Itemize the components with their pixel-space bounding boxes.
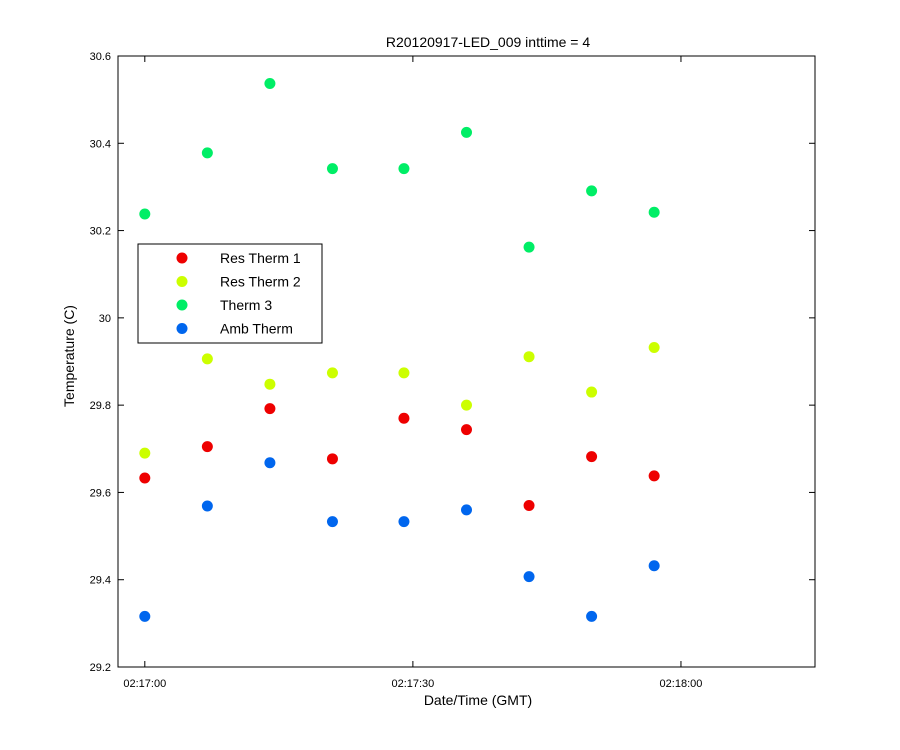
x-axis-label: Date/Time (GMT) [424, 692, 532, 708]
y-tick-label: 30.6 [90, 51, 111, 63]
series-amb-therm [139, 457, 660, 622]
data-points [139, 77, 660, 622]
data-point [586, 451, 598, 463]
data-point [398, 412, 410, 424]
y-tick-label: 30.2 [90, 226, 111, 238]
data-point [523, 571, 535, 583]
data-point [523, 500, 535, 512]
data-point [201, 147, 213, 159]
data-point [461, 504, 472, 516]
data-point [398, 163, 410, 175]
x-tick-label: 02:18:00 [660, 678, 703, 690]
data-point [461, 126, 472, 138]
data-point [326, 516, 338, 528]
y-tick-label: 29.2 [90, 662, 111, 674]
data-point [586, 185, 598, 197]
data-point [398, 516, 410, 528]
data-point [326, 453, 338, 465]
legend-label: Amb Therm [220, 321, 293, 337]
data-point [586, 386, 598, 398]
data-point [398, 367, 410, 379]
series-res-therm-2 [139, 342, 660, 459]
legend-label: Therm 3 [220, 297, 272, 313]
data-point [139, 208, 151, 220]
data-point [461, 424, 472, 436]
x-tick-label: 02:17:00 [123, 678, 166, 690]
y-axis-ticks: 29.2 29.4 29.6 29.8 30 30.2 30.4 30.6 [90, 51, 815, 674]
data-point [648, 342, 660, 354]
data-point [326, 367, 338, 379]
data-point [523, 241, 535, 253]
data-point [648, 470, 660, 482]
y-tick-label: 29.8 [90, 400, 111, 412]
legend-marker [176, 323, 188, 334]
legend-marker [176, 252, 188, 264]
legend-marker [176, 299, 188, 311]
data-point [139, 610, 151, 622]
data-point [326, 163, 338, 175]
data-point [201, 500, 213, 512]
legend-box [137, 243, 323, 344]
x-axis-ticks: 02:17:00 02:17:30 02:18:00 [123, 56, 702, 690]
series-res-therm-1 [139, 403, 660, 512]
legend-marker [176, 276, 188, 287]
series-therm-3 [139, 77, 660, 253]
data-point [264, 77, 276, 89]
data-point [139, 472, 151, 484]
y-tick-label: 29.6 [90, 487, 111, 499]
chart-title: R20120917-LED_009 inttime = 4 [386, 34, 591, 50]
data-point [264, 403, 276, 415]
y-tick-label: 29.4 [90, 575, 111, 587]
y-tick-label: 30 [99, 313, 111, 325]
data-point [139, 447, 151, 459]
data-point [201, 353, 213, 365]
x-tick-label: 02:17:30 [391, 678, 434, 690]
plot-area [117, 55, 816, 668]
legend-label: Res Therm 2 [220, 274, 301, 290]
data-point [264, 378, 276, 390]
data-point [461, 399, 472, 411]
data-point [648, 560, 660, 572]
data-point [586, 610, 598, 622]
legend-label: Res Therm 1 [220, 250, 301, 266]
data-point [523, 351, 535, 363]
data-point [201, 441, 213, 453]
legend: Res Therm 1 Res Therm 2 Therm 3 Amb Therm [137, 243, 323, 344]
y-axis-label: Temperature (C) [61, 305, 77, 407]
y-tick-label: 30.4 [90, 138, 111, 150]
data-point [264, 457, 276, 469]
data-point [648, 206, 660, 218]
